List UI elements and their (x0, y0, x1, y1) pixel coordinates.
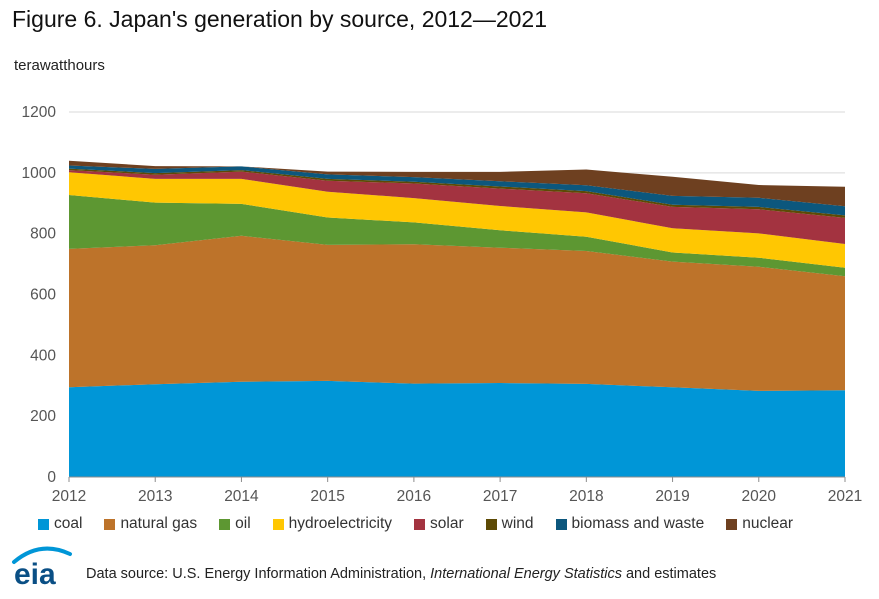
y-tick-label: 200 (30, 408, 56, 425)
legend-item-biomass-and-waste: biomass and waste (555, 515, 705, 533)
x-tick-label: 2020 (742, 488, 777, 505)
legend-label: coal (54, 515, 83, 532)
legend-label: oil (235, 515, 251, 532)
eia-logo: eia (10, 542, 74, 595)
x-tick-label: 2012 (52, 488, 86, 505)
legend-item-wind: wind (485, 515, 534, 533)
legend-swatch (555, 518, 567, 530)
legend-label: hydroelectricity (288, 515, 393, 532)
x-tick-label: 2019 (655, 488, 689, 505)
chart-title: Figure 6. Japan's generation by source, … (12, 6, 548, 32)
legend-swatch (272, 518, 284, 530)
data-source-note: Data source: U.S. Energy Information Adm… (86, 566, 716, 582)
area-chart: 0 200 400 600 800 1000 1200 2012 2013 2014 2015 201… (22, 104, 863, 505)
y-axis-unit-label: terawatthours (14, 57, 105, 74)
legend-item-solar: solar (414, 515, 464, 533)
legend-label: nuclear (742, 515, 794, 532)
y-tick-label: 1000 (22, 165, 57, 182)
area-natural-gas (69, 235, 845, 391)
source-italic: International Energy Statistics (430, 566, 622, 582)
legend-label: natural gas (120, 515, 198, 532)
legend-swatch (104, 518, 116, 530)
y-tick-label: 400 (30, 347, 56, 364)
legend-swatch (219, 518, 231, 530)
x-tick-label: 2018 (569, 488, 603, 505)
x-tick-label: 2015 (310, 488, 344, 505)
x-tick-label: 2014 (224, 488, 259, 505)
eia-logo-swoosh (12, 546, 72, 564)
area-nuclear (69, 160, 845, 207)
area-oil (69, 195, 845, 277)
x-tick-label: 2021 (828, 488, 862, 505)
legend-swatch (726, 518, 738, 530)
axes: 0 200 400 600 800 1000 1200 2012 2013 2014 2015 201… (22, 104, 863, 505)
legend-item-coal: coal (38, 515, 82, 533)
legend-swatch (485, 518, 497, 530)
x-tick-label: 2016 (397, 488, 431, 505)
source-prefix: Data source: U.S. Energy Information Adm… (86, 566, 431, 582)
legend-item-nuclear: nuclear (726, 515, 793, 533)
area-coal (69, 380, 845, 477)
y-tick-label: 0 (47, 469, 56, 486)
x-tick-label: 2013 (138, 488, 172, 505)
legend-swatch (414, 518, 426, 530)
area-solar (69, 170, 845, 244)
legend-label: solar (430, 515, 464, 532)
y-tick-label: 600 (30, 287, 56, 304)
legend-label: biomass and waste (571, 515, 705, 532)
y-tick-label: 800 (30, 226, 56, 243)
legend-item-oil: oil (219, 515, 251, 533)
y-tick-label: 1200 (22, 104, 57, 121)
area-wind (69, 168, 845, 218)
legend-item-natural-gas: natural gas (104, 515, 197, 533)
area-hydroelectricity (69, 172, 845, 268)
legend-label: wind (501, 515, 534, 532)
source-suffix: and estimates (621, 566, 717, 582)
legend-swatch (38, 518, 49, 530)
area-biomass-and-waste (69, 165, 845, 216)
eia-logo-text: eia (14, 558, 56, 590)
x-tick-label: 2017 (483, 488, 517, 505)
area-series (69, 160, 845, 477)
chart-legend: coal natural gas oil hydroelectricity solar w… (38, 515, 815, 533)
legend-item-hydroelectricity: hydroelectricity (272, 515, 393, 533)
